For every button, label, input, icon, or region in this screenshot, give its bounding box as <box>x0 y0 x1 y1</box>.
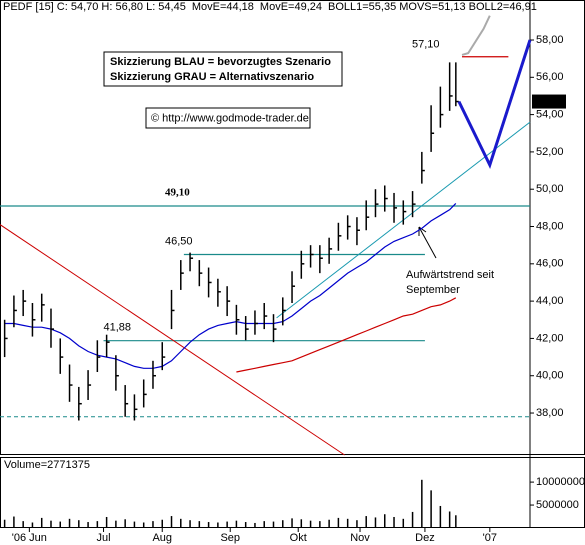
volume-tick-label: 5000000 <box>536 499 579 511</box>
level-label: 46,50 <box>165 235 193 247</box>
price-bar <box>356 217 360 246</box>
price-bar <box>180 260 184 290</box>
price-bar <box>13 295 17 328</box>
x-tick-label: Dez <box>415 532 435 544</box>
header-item: MovE=44,18 <box>192 1 254 13</box>
x-tick-label: Nov <box>350 532 370 544</box>
x-tick-label: '07 <box>483 532 497 544</box>
arrow <box>418 226 437 259</box>
y-tick-label: 44,00 <box>536 295 564 307</box>
price-bar <box>78 386 82 421</box>
price-bar <box>3 319 8 358</box>
x-tick-label: Okt <box>290 532 307 544</box>
header-item: MovE=49,24 <box>260 1 322 13</box>
header-item: BOLL1=55,35 MOVS=51,13 BOLL2=46,91 <box>328 1 537 13</box>
price-bar <box>87 370 92 400</box>
price-bar <box>365 200 370 231</box>
price-bar <box>421 151 425 184</box>
price-bar <box>455 62 459 107</box>
level-label: 41,88 <box>104 322 132 334</box>
annotation: © http://www.godmode-trader.de <box>151 112 309 124</box>
scenario-line <box>457 39 532 170</box>
price-bar <box>31 302 36 337</box>
price-bar <box>448 62 453 111</box>
price-bar <box>337 222 342 251</box>
x-tick-label: Aug <box>152 532 172 544</box>
price-bar <box>50 308 54 348</box>
last-price-box <box>532 94 566 109</box>
y-tick-label: 58,00 <box>536 34 564 46</box>
scenario-line <box>461 15 491 56</box>
price-bar <box>328 237 333 264</box>
arrow-head <box>418 226 427 236</box>
last-price-label: 54,70 <box>535 95 563 107</box>
y-tick-label: 50,00 <box>536 183 564 195</box>
price-bar <box>142 379 147 408</box>
price-bar <box>244 316 249 341</box>
price-bar <box>384 185 388 212</box>
price-bar <box>300 250 305 279</box>
price-bar <box>22 289 27 317</box>
volume-label: Volume=2771375 <box>4 459 90 471</box>
price-bar <box>254 310 258 335</box>
price-bar <box>105 334 110 358</box>
y-tick-label: 38,00 <box>536 407 564 419</box>
header-item: PEDF [15] C: 54,70 H: 56,80 L: 54,45 <box>3 1 186 13</box>
price-bar <box>235 304 240 335</box>
price-bar <box>439 86 444 128</box>
trendline <box>0 224 345 456</box>
price-bar <box>96 340 101 372</box>
price-bar <box>263 302 268 330</box>
level-label: 49,10 <box>165 187 190 199</box>
moving-average <box>236 297 457 373</box>
price-bar <box>272 314 277 343</box>
price-bar <box>411 191 416 218</box>
moving-average <box>4 202 457 369</box>
price-bar <box>291 271 296 303</box>
x-tick-label: '06 Jun <box>12 532 47 544</box>
y-tick-label: 54,00 <box>536 109 564 121</box>
price-bar <box>40 293 45 322</box>
price-bar <box>226 286 231 317</box>
price-bar <box>189 252 194 272</box>
x-tick-label: Jul <box>96 532 110 544</box>
price-bar <box>59 338 64 374</box>
price-bar <box>207 267 212 298</box>
price-bar <box>115 355 119 391</box>
price-bar <box>430 105 435 152</box>
price-bar <box>152 360 156 389</box>
y-tick-label: 40,00 <box>536 370 564 382</box>
annotation: Aufwärtstrend seit <box>406 269 494 281</box>
level-label: 57,10 <box>412 39 440 51</box>
annotation: Skizzierung GRAU = Alternativszenario <box>110 71 314 83</box>
price-bar <box>161 342 166 371</box>
price-bar <box>346 215 351 240</box>
y-tick-label: 52,00 <box>536 146 564 158</box>
volume-tick-label: 10000000 <box>536 476 585 488</box>
price-bar <box>309 245 314 268</box>
price-bar <box>402 200 407 225</box>
x-tick-label: Sep <box>220 532 240 544</box>
y-tick-label: 56,00 <box>536 71 564 83</box>
price-bar <box>68 364 73 402</box>
y-tick-label: 42,00 <box>536 332 564 344</box>
annotation: September <box>406 284 460 296</box>
price-bar <box>170 289 175 330</box>
legend-box <box>103 51 343 87</box>
price-bar <box>374 189 379 218</box>
price-bar <box>124 385 129 417</box>
price-bar <box>319 245 323 274</box>
y-tick-label: 46,00 <box>536 258 564 270</box>
source-box <box>145 107 311 129</box>
y-tick-label: 48,00 <box>536 220 564 232</box>
price-bar <box>198 260 203 287</box>
price-bar <box>282 297 286 326</box>
price-bar <box>133 394 138 421</box>
price-bar <box>217 278 221 307</box>
price-bar <box>393 192 398 223</box>
annotation: Skizzierung BLAU = bevorzugtes Szenario <box>110 56 331 68</box>
